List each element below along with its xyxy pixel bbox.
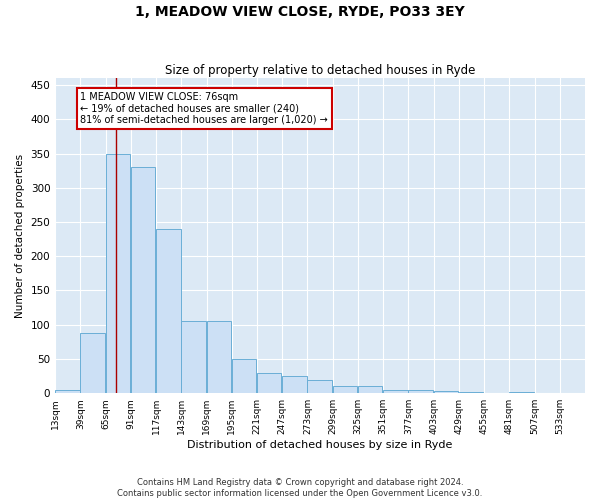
Bar	[257, 372, 281, 393]
Bar	[80, 333, 105, 393]
X-axis label: Distribution of detached houses by size in Ryde: Distribution of detached houses by size …	[187, 440, 453, 450]
Text: 1, MEADOW VIEW CLOSE, RYDE, PO33 3EY: 1, MEADOW VIEW CLOSE, RYDE, PO33 3EY	[135, 5, 465, 19]
Bar	[55, 390, 80, 393]
Bar	[332, 386, 357, 393]
Bar	[131, 167, 155, 393]
Bar	[307, 380, 332, 393]
Text: 1 MEADOW VIEW CLOSE: 76sqm
← 19% of detached houses are smaller (240)
81% of sem: 1 MEADOW VIEW CLOSE: 76sqm ← 19% of deta…	[80, 92, 328, 125]
Y-axis label: Number of detached properties: Number of detached properties	[15, 154, 25, 318]
Bar	[156, 229, 181, 393]
Bar	[509, 392, 534, 393]
Bar	[409, 390, 433, 393]
Text: Contains HM Land Registry data © Crown copyright and database right 2024.
Contai: Contains HM Land Registry data © Crown c…	[118, 478, 482, 498]
Bar	[434, 391, 458, 393]
Bar	[106, 154, 130, 393]
Title: Size of property relative to detached houses in Ryde: Size of property relative to detached ho…	[165, 64, 475, 77]
Bar	[206, 322, 231, 393]
Bar	[181, 322, 206, 393]
Bar	[459, 392, 484, 393]
Bar	[232, 359, 256, 393]
Bar	[358, 386, 382, 393]
Bar	[560, 392, 584, 393]
Bar	[383, 390, 407, 393]
Bar	[282, 376, 307, 393]
